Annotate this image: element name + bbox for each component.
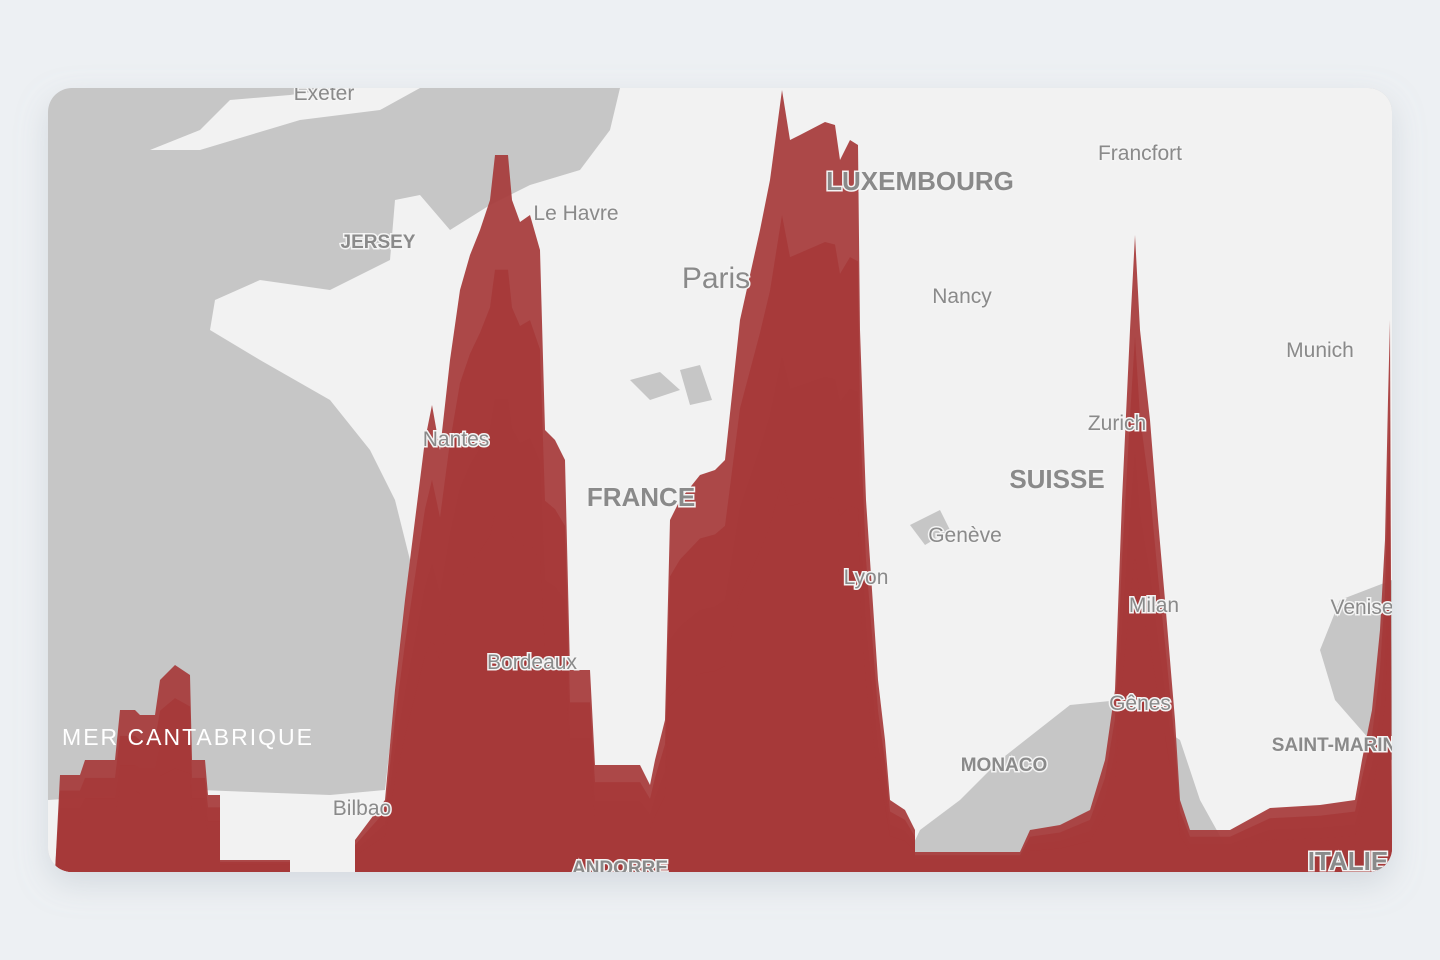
place-label: SAINT-MARIN	[1272, 735, 1397, 756]
land	[150, 88, 420, 150]
place-label: JERSEY	[341, 232, 416, 253]
place-label: Lyon	[844, 566, 889, 589]
place-label: SUISSE	[1009, 464, 1104, 494]
place-label: Exeter	[294, 82, 355, 105]
area-top	[55, 90, 1392, 872]
place-label: MONACO	[961, 755, 1048, 776]
map: Exeter JERSEY Le Havre Paris LUXEMBOURG …	[48, 82, 1397, 879]
place-label: Milan	[1129, 594, 1179, 617]
place-label: Le Havre	[533, 202, 618, 225]
place-label: Nantes	[423, 428, 490, 451]
place-label: Nancy	[932, 285, 992, 308]
place-label: Bilbao	[333, 797, 391, 820]
place-label: ITALIE	[1308, 846, 1388, 876]
place-label: Bordeaux	[487, 651, 577, 674]
place-label: Gênes	[1109, 692, 1171, 715]
place-label: Venise	[1330, 596, 1393, 619]
place-label: FRANCE	[587, 482, 695, 512]
place-label: Genève	[928, 524, 1002, 547]
place-label: LUXEMBOURG	[826, 166, 1014, 196]
place-label: MER CANTABRIQUE	[62, 724, 314, 750]
lake	[630, 365, 950, 545]
place-label: Zurich	[1088, 412, 1146, 435]
data-overlay	[55, 90, 1392, 872]
place-label: Francfort	[1098, 142, 1182, 165]
place-label: ANDORRE	[572, 858, 668, 879]
place-label: Paris	[682, 262, 750, 295]
place-label: Munich	[1286, 339, 1354, 362]
